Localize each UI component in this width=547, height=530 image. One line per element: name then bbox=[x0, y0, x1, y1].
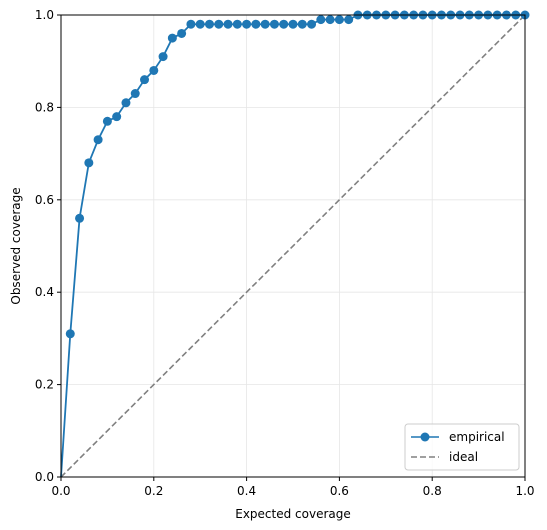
empirical-point bbox=[260, 19, 270, 29]
empirical-point bbox=[297, 19, 307, 29]
empirical-point bbox=[167, 33, 177, 43]
legend-box bbox=[404, 423, 520, 471]
empirical-point bbox=[177, 28, 187, 38]
empirical-point bbox=[84, 158, 94, 168]
empirical-point bbox=[214, 19, 224, 29]
empirical-point bbox=[251, 19, 261, 29]
legend-label-empirical: empirical bbox=[449, 430, 505, 444]
empirical-point bbox=[65, 329, 75, 339]
x-tick-label: 0.2 bbox=[144, 484, 163, 498]
empirical-point bbox=[112, 112, 122, 122]
empirical-point bbox=[93, 135, 103, 145]
empirical-point bbox=[75, 213, 85, 223]
x-tick-label: 0.4 bbox=[237, 484, 256, 498]
empirical-point bbox=[334, 15, 344, 25]
empirical-point bbox=[186, 19, 196, 29]
ideal-line bbox=[60, 14, 526, 478]
y-tick-label: 1.0 bbox=[35, 8, 54, 22]
grid bbox=[60, 14, 526, 478]
y-tick-label: 0.0 bbox=[35, 470, 54, 484]
y-axis-title: Observed coverage bbox=[9, 187, 23, 304]
x-tick-label: 0.6 bbox=[330, 484, 349, 498]
empirical-point bbox=[269, 19, 279, 29]
empirical-point bbox=[316, 15, 326, 25]
empirical-point bbox=[140, 75, 150, 85]
ideal-series bbox=[60, 14, 526, 478]
empirical-point bbox=[149, 65, 159, 75]
empirical-point bbox=[102, 116, 112, 126]
x-tick-label: 0.8 bbox=[423, 484, 442, 498]
x-tick-label: 1.0 bbox=[515, 484, 534, 498]
plot-frame bbox=[60, 14, 526, 478]
empirical-point bbox=[121, 98, 131, 108]
empirical-point bbox=[344, 15, 354, 25]
legend-label-ideal: ideal bbox=[449, 450, 478, 464]
x-axis: 0.0 0.2 0.4 0.6 0.8 1.0 bbox=[51, 477, 535, 498]
y-tick-label: 0.6 bbox=[35, 193, 54, 207]
x-tick-label: 0.0 bbox=[51, 484, 70, 498]
empirical-point bbox=[130, 89, 140, 99]
legend: empirical ideal bbox=[404, 423, 520, 471]
legend-empirical-marker bbox=[420, 432, 430, 442]
y-tick-label: 0.4 bbox=[35, 285, 54, 299]
empirical-point bbox=[158, 52, 168, 62]
empirical-point bbox=[242, 19, 252, 29]
x-axis-title: Expected coverage bbox=[235, 507, 351, 521]
y-tick-label: 0.8 bbox=[35, 100, 54, 114]
empirical-point bbox=[307, 19, 317, 29]
empirical-point bbox=[325, 15, 335, 25]
empirical-point bbox=[288, 19, 298, 29]
empirical-series bbox=[60, 10, 530, 478]
empirical-point bbox=[232, 19, 242, 29]
empirical-point bbox=[223, 19, 233, 29]
empirical-point bbox=[204, 19, 214, 29]
empirical-point bbox=[279, 19, 289, 29]
y-tick-label: 0.2 bbox=[35, 378, 54, 392]
y-axis: 0.0 0.2 0.4 0.6 0.8 1.0 bbox=[35, 8, 61, 484]
empirical-point bbox=[195, 19, 205, 29]
